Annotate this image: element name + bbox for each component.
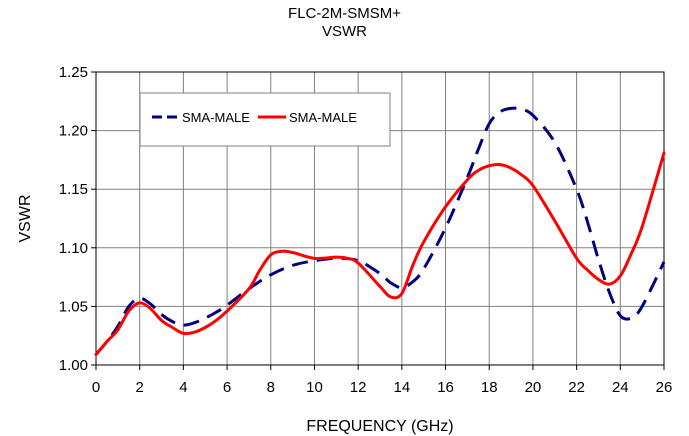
- x-tick-label: 12: [350, 379, 367, 396]
- y-axis-ticks: 1.00 1.05 1.10 1.15 1.20 1.25: [59, 64, 96, 374]
- x-tick-label: 20: [525, 379, 542, 396]
- legend: SMA-MALE SMA-MALE: [139, 92, 391, 147]
- series-line-2: [94, 151, 666, 356]
- x-tick-label: 2: [136, 379, 144, 396]
- x-tick-label: 8: [267, 379, 275, 396]
- x-axis-ticks: 0 2 4 6 8 10 12 14 16 18 20 22 24 26: [92, 365, 673, 396]
- x-tick-label: 4: [179, 379, 187, 396]
- y-tick-label: 1.10: [59, 240, 88, 257]
- x-tick-label: 6: [223, 379, 231, 396]
- grid-lines: [96, 72, 664, 365]
- y-axis-label: VSWR: [17, 195, 34, 243]
- x-tick-label: 16: [437, 379, 454, 396]
- y-tick-label: 1.05: [59, 298, 88, 315]
- x-tick-label: 10: [306, 379, 323, 396]
- plot-area: [95, 71, 665, 366]
- x-tick-label: 22: [568, 379, 585, 396]
- chart-title: FLC-2M-SMSM+: [288, 5, 401, 22]
- y-tick-label: 1.25: [59, 64, 88, 81]
- y-tick-label: 1.15: [59, 181, 88, 198]
- legend-label: SMA-MALE: [182, 110, 250, 125]
- x-tick-label: 26: [656, 379, 673, 396]
- legend-box: [139, 92, 391, 147]
- series-layer: [94, 106, 666, 356]
- x-axis-label: FREQUENCY (GHz): [306, 418, 453, 435]
- y-tick-label: 1.20: [59, 123, 88, 140]
- x-tick-label: 14: [394, 379, 411, 396]
- x-tick-label: 24: [612, 379, 629, 396]
- x-tick-label: 18: [481, 379, 498, 396]
- series-line-1: [94, 106, 666, 356]
- legend-label: SMA-MALE: [289, 110, 357, 125]
- chart-subtitle: VSWR: [322, 23, 367, 40]
- x-tick-label: 0: [92, 379, 100, 396]
- y-tick-label: 1.00: [59, 357, 88, 374]
